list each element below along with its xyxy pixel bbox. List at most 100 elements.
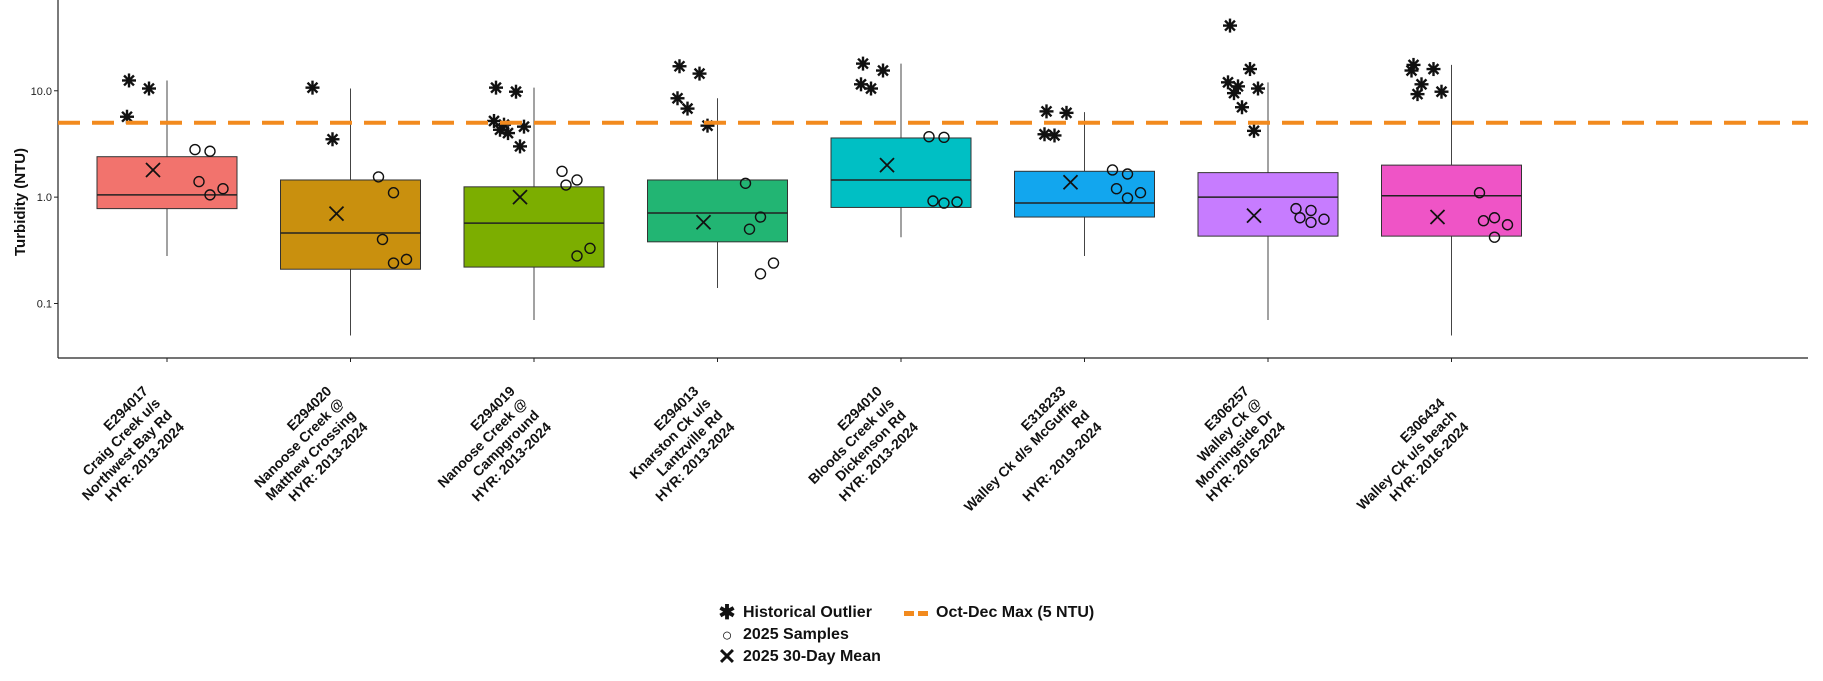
y-tick-label: 10.0 [31,86,52,98]
x-tick-label-E294010: E294010Bloods Creek u/sDickenson RdHYR: … [793,383,921,511]
sample-point [376,233,389,246]
outlier-point [876,63,890,78]
y-axis-label: Turbidity (NTU) [12,148,29,256]
sample-point [571,250,583,262]
outlier-point [489,80,503,95]
legend-label-outlier: Historical Outlier [743,604,872,621]
sample-point [189,143,201,156]
sample-point [1121,168,1134,180]
sample-point [754,268,767,280]
box-E318233 [1014,170,1155,218]
x-tick-label-E306434: E306434Walley Ck u/s beachHYR: 2016-2024 [1341,395,1471,525]
y-tick-label: 0.1 [37,299,52,311]
sample-point [1134,187,1147,199]
sample-point [217,183,229,195]
sample-point [938,197,950,209]
outlier-point [1227,86,1241,101]
sample-point [1121,192,1134,204]
outlier-point [325,132,340,147]
outlier-point [700,118,715,133]
sample-point [951,196,963,208]
x-tick-label-E294017: E294017Craig Creek u/sNorthwest Bay RdHY… [54,383,187,516]
x-tick-label-E318233: E318233Walley Ck d/s McGuffieRdHYR: 2019… [949,383,1105,539]
outlier-point [1243,62,1257,77]
sample-point [743,223,756,235]
legend-item-outlier: ✱ Historical Outlier [716,602,872,624]
legend-item-mean: ✕ 2025 30-Day Mean [716,646,881,668]
sample-point [1501,219,1514,231]
outlier-point [672,59,687,74]
box-E294020 [280,179,421,270]
sample-point [584,242,596,255]
sample-point [1294,212,1306,224]
sample-point [923,130,935,143]
sample-point [767,257,780,269]
x-tick-label-line: Walley Ck u/s beach [1353,407,1459,513]
sample-point [1473,187,1486,199]
outlier-point [1247,123,1261,138]
outlier-point [692,66,707,81]
sample-point [204,145,216,157]
mean-marker [879,157,895,173]
sample-point [372,171,385,183]
sample-point [1305,204,1317,217]
outlier-point [305,80,320,95]
outlier-point [1410,87,1425,102]
sample-point [1305,216,1317,229]
sample-point [1318,213,1330,225]
sample-point [754,211,767,223]
outlier-point [122,73,136,88]
x-tick-label-E294019: E294019Nanoose Creek @CampgroundHYR: 201… [422,383,554,515]
mean-marker [328,205,345,222]
box-E294010 [830,137,972,208]
outlier-point [1426,62,1441,77]
mean-marker [1429,209,1446,225]
sample-point [1290,202,1302,215]
sample-point [927,195,939,207]
sample-point [1488,231,1501,243]
sample-point [387,187,400,199]
sample-point [571,174,583,186]
x-tick-label-E306257: E306257Walley Ck @Morningside DrHYR: 201… [1166,382,1288,504]
mean-marker [695,214,712,230]
mean-marker [1246,208,1262,224]
outlier-point [856,56,870,71]
mean-marker [512,189,528,205]
outlier-point [1251,81,1265,96]
legend-item-sample: ○ 2025 Samples [716,624,849,646]
sample-point [204,189,216,201]
dashed-line-icon [904,610,930,616]
outlier-point [864,81,878,96]
sample-point [1106,164,1119,176]
outlier-point [1047,128,1062,143]
circle-icon: ○ [721,625,733,645]
sample-point [193,175,205,188]
asterisk-icon: ✱ [718,602,736,624]
sample-point [560,179,572,191]
outlier-point [1223,18,1237,33]
outlier-point [1039,104,1054,119]
outlier-point [680,101,695,116]
legend-label-maxline: Oct-Dec Max (5 NTU) [936,604,1095,621]
outlier-point [1059,105,1074,120]
y-tick-label: 1.0 [37,192,52,204]
mean-marker [145,162,161,178]
sample-point [739,177,752,189]
legend-label-sample: 2025 Samples [743,626,849,643]
box-E306257 [1197,172,1339,237]
outlier-point [142,81,156,96]
sample-point [387,257,400,269]
x-tick-label-E294013: E294013Knarston Ck u/sLantzville RdHYR: … [614,383,737,506]
cross-icon: ✕ [717,644,737,669]
sample-point [938,131,950,144]
x-tick-label-E294020: E294020Nanoose Creek @Matthew CrossingHY… [238,383,371,516]
legend-item-maxline: Oct-Dec Max (5 NTU) [904,602,1094,624]
outlier-point [509,84,523,99]
box-E294019 [463,186,605,268]
outlier-point [1235,100,1249,115]
box-E306434 [1381,164,1522,237]
outlier-point [501,126,515,141]
outlier-point [487,113,501,128]
legend-label-mean: 2025 30-Day Mean [743,648,881,665]
